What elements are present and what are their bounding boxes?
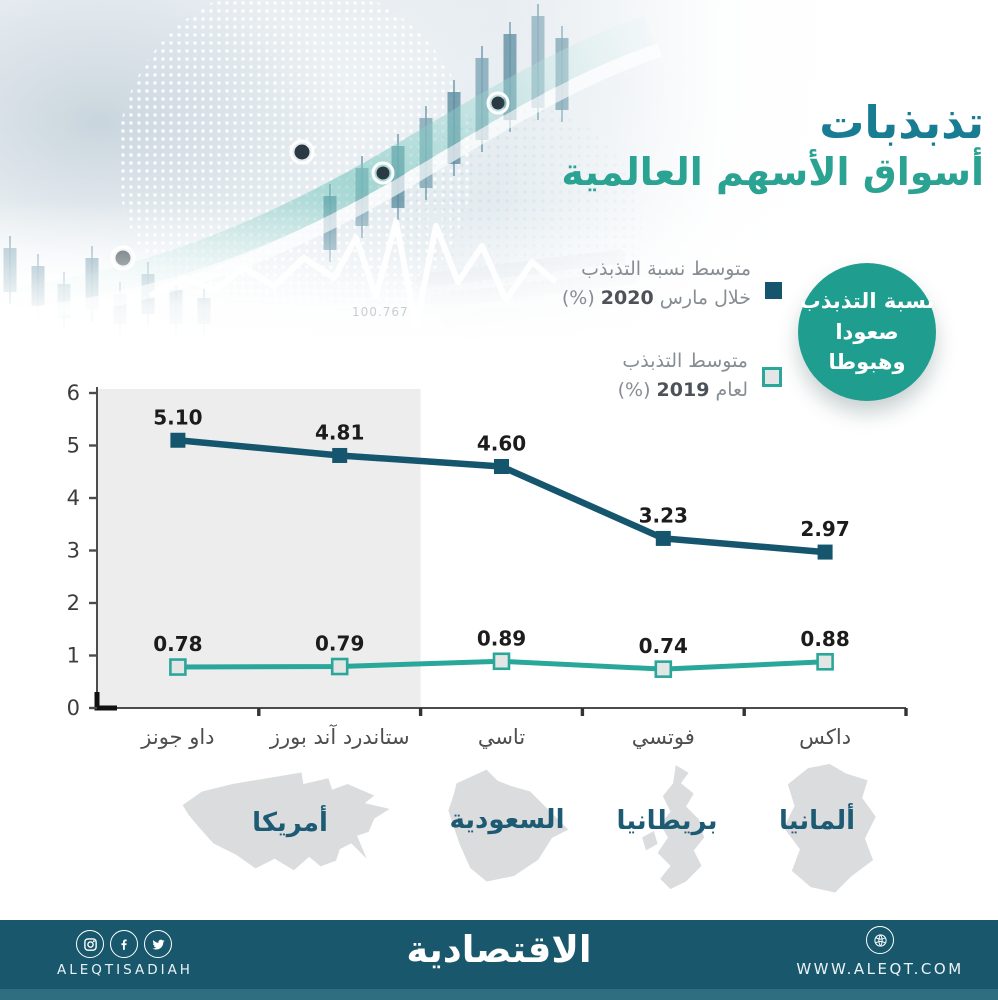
legend-item-2019: متوسط التذبذب لعام 2019 (%) [618,347,782,404]
legend-swatch-2020 [765,282,782,299]
country-usa: أمريكا [175,760,405,900]
website-url[interactable]: WWW.ALEQT.COM [796,960,964,978]
data-point-marker [494,459,509,474]
facebook-icon[interactable] [110,930,138,958]
y-tick-label: 6 [67,381,80,405]
highlight-region [97,389,421,708]
data-point-marker [492,652,511,671]
data-point-marker [170,432,186,448]
aleqtisadiah-logo: الاقتصادية [406,928,592,971]
y-tick-label: 3 [67,539,80,563]
country-label-saudi-arabia: السعودية [449,805,565,835]
website-block: WWW.ALEQT.COM [795,926,965,978]
country-germany: ألمانيا [764,760,886,902]
page-title-line1: تذبذبات [819,96,984,149]
x-tick-label: داو جونز [140,725,214,749]
data-point-marker [169,658,187,676]
x-tick-label: تاسي [478,725,525,749]
data-point-label: 0.88 [800,627,849,651]
country-label-usa: أمريكا [252,808,328,838]
chart-section: 0 1 2 3 4 5 6 داو جونز ستاندرد آند بورز تاسي فوتسي… [38,376,978,775]
legend-label-2019: متوسط التذبذب لعام 2019 (%) [617,350,748,401]
data-point-label: 5.10 [153,405,202,429]
data-point-label: 0.78 [153,632,202,656]
data-point-label: 4.60 [477,432,526,456]
legend-item-march-2020: متوسط نسبة التذبذب خلال مارس 2020 (%) [562,255,782,312]
ticker-number-watermark: 100.767 [352,305,409,319]
x-tick-label: داكس [799,725,851,749]
y-tick-label: 5 [67,434,80,458]
page-title-line2: أسواق الأسهم العالمية [561,150,984,194]
legend-label-march-2020: متوسط نسبة التذبذب خلال مارس 2020 (%) [561,258,751,309]
globe-icon [866,926,894,954]
data-point-label: 2.97 [800,517,849,541]
x-tick-label: فوتسي [632,725,695,749]
legend-swatch-2019 [762,367,782,387]
data-point-marker [654,660,673,678]
country-label-uk: بريطانيا [616,806,718,836]
data-point-marker [817,544,833,560]
volatility-line-chart: 0 1 2 3 4 5 6 داو جونز ستاندرد آند بورز تاسي فوتسي… [67,381,908,749]
y-tick-label: 4 [67,486,80,510]
y-tick-label: 0 [67,696,80,720]
twitter-icon[interactable] [144,930,172,958]
x-tick-label: ستاندرد آند بورز [269,724,410,749]
social-icons [76,930,172,958]
data-point-marker [330,657,349,676]
usa-map-silhouette [182,772,390,871]
data-point-label: 3.23 [639,503,688,527]
y-tick-label: 1 [67,644,80,668]
volatility-badge: نسبة التذبذب صعودا وهبوطا [798,263,936,401]
brand-name-latin: ALEQTISADIAH [57,962,193,978]
country-saudi-arabia: السعودية [432,763,582,895]
country-label-germany: ألمانيا [778,806,855,836]
data-point-label: 4.81 [315,420,364,444]
data-point-label: 0.89 [477,626,526,650]
footer-accent-strip [0,989,998,1000]
germany-map-silhouette [783,764,876,893]
y-tick-label: 2 [67,591,80,615]
data-point-marker [655,530,671,546]
saudi-arabia-map-silhouette [448,769,569,882]
country-uk: بريطانيا [614,760,740,902]
badge-line2: صعودا وهبوطا [828,319,906,375]
page-title: تذبذبات أسواق الأسهم العالمية [561,96,984,196]
data-point-label: 0.79 [315,632,364,656]
data-point-marker [816,652,834,671]
badge-line1: نسبة التذبذب [799,289,935,314]
data-point-marker [332,447,348,463]
instagram-icon[interactable] [76,930,104,958]
uk-map-silhouette [642,765,705,890]
data-point-label: 0.74 [639,634,688,658]
